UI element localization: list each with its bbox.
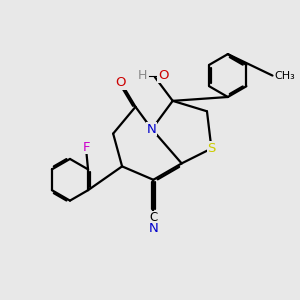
Text: O: O: [158, 69, 168, 82]
Text: C: C: [149, 211, 158, 224]
Text: F: F: [83, 141, 90, 154]
Text: N: N: [148, 222, 158, 236]
Text: O: O: [116, 76, 126, 89]
Text: CH₃: CH₃: [275, 70, 296, 81]
Text: S: S: [207, 142, 216, 155]
Text: N: N: [147, 123, 157, 136]
Text: H: H: [138, 69, 147, 82]
